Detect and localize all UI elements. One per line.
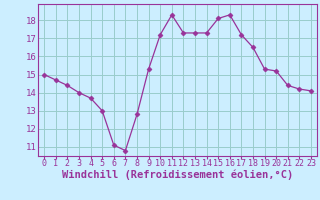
X-axis label: Windchill (Refroidissement éolien,°C): Windchill (Refroidissement éolien,°C) — [62, 169, 293, 180]
